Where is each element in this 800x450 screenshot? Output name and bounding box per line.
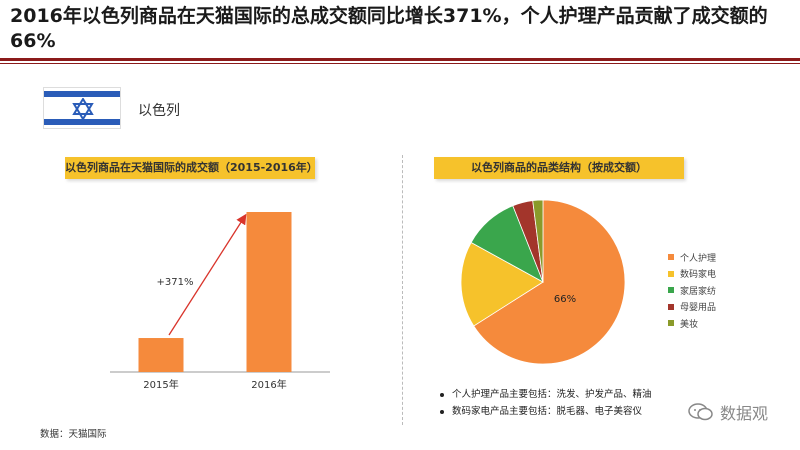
- legend-item: 个人护理: [668, 249, 716, 266]
- legend-label: 家居家纺: [680, 286, 717, 297]
- panel-divider: [402, 155, 403, 425]
- legend-label: 数码家电: [680, 270, 717, 281]
- bullet-icon: [440, 392, 444, 397]
- pie-slice-3: [470, 205, 544, 283]
- watermark: 数据观: [688, 400, 768, 424]
- legend-item: 数码家电: [668, 266, 716, 283]
- bar-2: [246, 212, 292, 372]
- wechat-icon: [688, 403, 713, 421]
- note-text: 个人护理产品主要包括：洗发、护发产品、精油: [452, 389, 652, 400]
- legend-item: 美妆: [668, 315, 716, 332]
- title-divider: [0, 58, 800, 61]
- legend-label: 个人护理: [680, 253, 717, 264]
- legend-item: 家居家纺: [668, 282, 716, 299]
- notes: 个人护理产品主要包括：洗发、护发产品、精油 数码家电产品主要包括：脱毛器、电子美容…: [440, 386, 652, 420]
- note-text: 数码家电产品主要包括：脱毛器、电子美容仪: [452, 406, 643, 417]
- country-label: 以色列: [138, 103, 180, 119]
- pie-chart-title: 以色列商品的品类结构（按成交额）: [434, 157, 684, 179]
- legend-swatch: [668, 287, 674, 294]
- pie-slice-4: [512, 200, 544, 283]
- legend-swatch: [668, 320, 674, 327]
- pie-legend: 个人护理数码家电家居家纺母婴用品美妆: [668, 249, 716, 332]
- legend-swatch: [668, 254, 674, 261]
- legend-swatch: [668, 303, 674, 310]
- legend-swatch: [668, 270, 674, 277]
- legend-label: 美妆: [680, 319, 699, 330]
- bar-1: [138, 338, 184, 372]
- pie-data-label: 66%: [554, 294, 576, 305]
- note-item: 数码家电产品主要包括：脱毛器、电子美容仪: [440, 403, 652, 420]
- bar-chart-title: 以色列商品在天猫国际的成交额（2015-2016年）: [65, 157, 318, 179]
- page-title: 2016年以色列商品在天猫国际的总成交额同比增长371%，个人护理产品贡献了成交…: [10, 5, 768, 52]
- growth-arrow: [168, 213, 247, 336]
- legend-item: 母婴用品: [668, 299, 716, 316]
- x-tick-label: 2016年: [251, 378, 286, 391]
- pie-slice-5: [532, 199, 544, 283]
- israel-flag-icon: [43, 87, 121, 129]
- bullet-icon: [440, 409, 444, 414]
- pie-slice-1: [473, 199, 626, 365]
- growth-annotation: +371%: [157, 277, 194, 288]
- pie-slice-2: [460, 241, 544, 327]
- x-tick-label: 2015年: [143, 378, 178, 391]
- title-divider-thin: [0, 63, 800, 64]
- note-item: 个人护理产品主要包括：洗发、护发产品、精油: [440, 386, 652, 403]
- source-note: 数据：天猫国际: [40, 429, 107, 440]
- watermark-text: 数据观: [720, 404, 769, 423]
- legend-label: 母婴用品: [680, 303, 717, 314]
